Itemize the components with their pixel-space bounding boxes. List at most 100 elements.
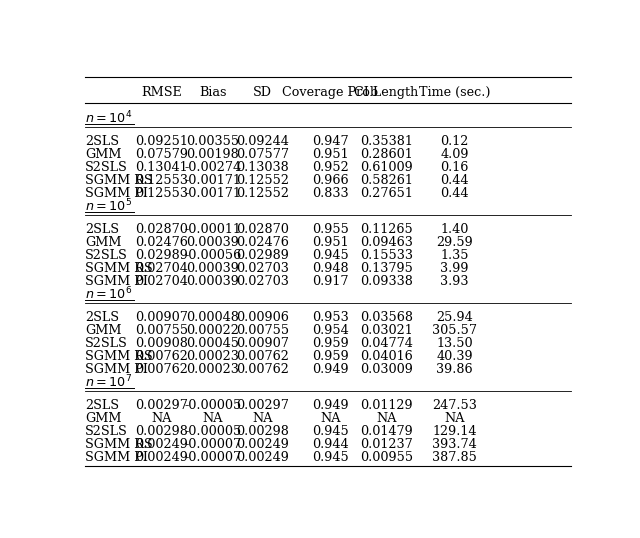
Text: 0.00045: 0.00045 xyxy=(186,337,239,350)
Text: 2SLS: 2SLS xyxy=(85,134,119,148)
Text: 0.09463: 0.09463 xyxy=(360,236,413,249)
Text: 0.07577: 0.07577 xyxy=(236,148,289,161)
Text: 0.09338: 0.09338 xyxy=(360,275,413,288)
Text: 0.02870: 0.02870 xyxy=(136,223,188,236)
Text: SGMM PI: SGMM PI xyxy=(85,451,148,464)
Text: 0.03009: 0.03009 xyxy=(360,363,413,376)
Text: 0.00198: 0.00198 xyxy=(186,148,239,161)
Text: $n = 10^{5}$: $n = 10^{5}$ xyxy=(85,198,132,215)
Text: 0.949: 0.949 xyxy=(312,399,349,412)
Text: SGMM PI: SGMM PI xyxy=(85,363,148,376)
Text: SGMM RS: SGMM RS xyxy=(85,174,152,187)
Text: 0.00039: 0.00039 xyxy=(186,236,239,249)
Text: 0.16: 0.16 xyxy=(440,161,468,174)
Text: 0.955: 0.955 xyxy=(312,223,349,236)
Text: GMM: GMM xyxy=(85,412,122,425)
Text: -0.00056: -0.00056 xyxy=(184,249,241,262)
Text: 0.00355: 0.00355 xyxy=(186,134,239,148)
Text: 0.04016: 0.04016 xyxy=(360,350,413,363)
Text: GMM: GMM xyxy=(85,148,122,161)
Text: 0.00762: 0.00762 xyxy=(236,350,289,363)
Text: 2SLS: 2SLS xyxy=(85,399,119,412)
Text: 0.00907: 0.00907 xyxy=(136,311,188,324)
Text: -0.00007: -0.00007 xyxy=(184,451,241,464)
Text: 0.44: 0.44 xyxy=(440,174,468,187)
Text: 0.28601: 0.28601 xyxy=(360,148,413,161)
Text: S2SLS: S2SLS xyxy=(85,249,128,262)
Text: 0.00249: 0.00249 xyxy=(136,451,188,464)
Text: 0.00048: 0.00048 xyxy=(186,311,239,324)
Text: 2SLS: 2SLS xyxy=(85,223,119,236)
Text: 40.39: 40.39 xyxy=(436,350,473,363)
Text: 129.14: 129.14 xyxy=(432,425,477,438)
Text: SD: SD xyxy=(253,86,272,99)
Text: 0.03568: 0.03568 xyxy=(360,311,413,324)
Text: 0.44: 0.44 xyxy=(440,187,468,200)
Text: 0.959: 0.959 xyxy=(312,337,349,350)
Text: 0.02704: 0.02704 xyxy=(136,262,188,275)
Text: 0.02704: 0.02704 xyxy=(136,275,188,288)
Text: 0.949: 0.949 xyxy=(312,363,349,376)
Text: 0.945: 0.945 xyxy=(312,451,349,464)
Text: 0.15533: 0.15533 xyxy=(360,249,413,262)
Text: NA: NA xyxy=(376,412,397,425)
Text: 0.00762: 0.00762 xyxy=(136,363,188,376)
Text: SGMM PI: SGMM PI xyxy=(85,275,148,288)
Text: 0.00039: 0.00039 xyxy=(186,262,239,275)
Text: 25.94: 25.94 xyxy=(436,311,473,324)
Text: S2SLS: S2SLS xyxy=(85,425,128,438)
Text: 0.953: 0.953 xyxy=(312,311,349,324)
Text: 0.02703: 0.02703 xyxy=(236,262,289,275)
Text: NA: NA xyxy=(444,412,465,425)
Text: 0.00955: 0.00955 xyxy=(360,451,413,464)
Text: 247.53: 247.53 xyxy=(432,399,477,412)
Text: 0.833: 0.833 xyxy=(312,187,349,200)
Text: RMSE: RMSE xyxy=(141,86,182,99)
Text: 3.99: 3.99 xyxy=(440,262,468,275)
Text: 0.12552: 0.12552 xyxy=(236,187,289,200)
Text: 0.00297: 0.00297 xyxy=(236,399,289,412)
Text: 0.00023: 0.00023 xyxy=(186,350,239,363)
Text: 0.00249: 0.00249 xyxy=(136,438,188,451)
Text: 0.13041: 0.13041 xyxy=(136,161,188,174)
Text: 0.00755: 0.00755 xyxy=(135,324,188,337)
Text: 0.12552: 0.12552 xyxy=(236,174,289,187)
Text: 0.02703: 0.02703 xyxy=(236,275,289,288)
Text: Time (sec.): Time (sec.) xyxy=(419,86,490,99)
Text: 0.04774: 0.04774 xyxy=(360,337,413,350)
Text: 0.00249: 0.00249 xyxy=(236,438,289,451)
Text: NA: NA xyxy=(203,412,223,425)
Text: 0.917: 0.917 xyxy=(312,275,349,288)
Text: 0.959: 0.959 xyxy=(312,350,349,363)
Text: 0.03021: 0.03021 xyxy=(360,324,413,337)
Text: 0.13038: 0.13038 xyxy=(236,161,289,174)
Text: 0.947: 0.947 xyxy=(312,134,349,148)
Text: 0.945: 0.945 xyxy=(312,425,349,438)
Text: $n = 10^{7}$: $n = 10^{7}$ xyxy=(85,374,132,391)
Text: 0.00298: 0.00298 xyxy=(136,425,188,438)
Text: 0.00039: 0.00039 xyxy=(186,275,239,288)
Text: 0.12553: 0.12553 xyxy=(135,174,188,187)
Text: 0.951: 0.951 xyxy=(312,148,349,161)
Text: 0.948: 0.948 xyxy=(312,262,349,275)
Text: 0.00298: 0.00298 xyxy=(236,425,289,438)
Text: 0.02870: 0.02870 xyxy=(236,223,289,236)
Text: 0.952: 0.952 xyxy=(312,161,349,174)
Text: 3.93: 3.93 xyxy=(440,275,468,288)
Text: 0.00297: 0.00297 xyxy=(136,399,188,412)
Text: 0.954: 0.954 xyxy=(312,324,349,337)
Text: Coverage Prob: Coverage Prob xyxy=(282,86,378,99)
Text: 0.01479: 0.01479 xyxy=(360,425,413,438)
Text: S2SLS: S2SLS xyxy=(85,337,128,350)
Text: 393.74: 393.74 xyxy=(432,438,477,451)
Text: 13.50: 13.50 xyxy=(436,337,473,350)
Text: -0.00007: -0.00007 xyxy=(184,438,241,451)
Text: 0.00908: 0.00908 xyxy=(136,337,188,350)
Text: -0.00005: -0.00005 xyxy=(184,399,241,412)
Text: 0.02476: 0.02476 xyxy=(236,236,289,249)
Text: -0.00171: -0.00171 xyxy=(184,174,241,187)
Text: 2SLS: 2SLS xyxy=(85,311,119,324)
Text: 39.86: 39.86 xyxy=(436,363,473,376)
Text: 305.57: 305.57 xyxy=(432,324,477,337)
Text: Bias: Bias xyxy=(199,86,227,99)
